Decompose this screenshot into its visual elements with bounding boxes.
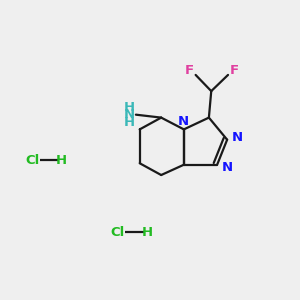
Text: F: F — [184, 64, 194, 77]
Text: Cl: Cl — [110, 226, 125, 239]
Text: H: H — [142, 226, 153, 239]
Text: H: H — [124, 100, 135, 113]
Text: F: F — [230, 64, 239, 77]
Text: Cl: Cl — [25, 154, 39, 167]
Text: H: H — [56, 154, 67, 167]
Text: N: N — [177, 115, 188, 128]
Text: H: H — [124, 116, 135, 129]
Text: N: N — [124, 108, 135, 121]
Text: N: N — [231, 131, 242, 144]
Text: N: N — [221, 160, 233, 174]
